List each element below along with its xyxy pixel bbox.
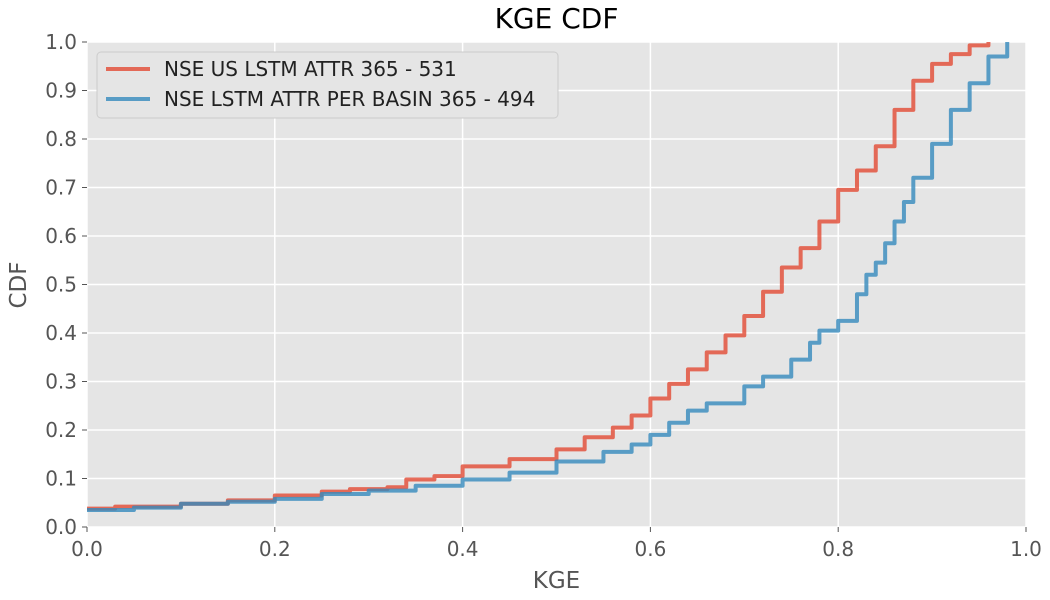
series-layer — [87, 42, 1010, 513]
y-tick-label: 0.1 — [45, 467, 77, 491]
x-tick-label: 1.0 — [1010, 537, 1042, 561]
x-tick-label: 0.8 — [822, 537, 854, 561]
chart-title: KGE CDF — [495, 2, 619, 35]
x-axis-title: KGE — [533, 568, 580, 594]
grid-lines — [86, 41, 1027, 528]
y-axis-title: CDF — [6, 262, 32, 309]
y-tick-label: 0.5 — [45, 273, 77, 297]
x-axis-ticks: 0.0 0.2 0.4 0.6 0.8 1.0 — [71, 527, 1042, 561]
x-tick-label: 0.2 — [259, 537, 291, 561]
y-tick-label: 0.6 — [45, 224, 77, 248]
y-tick-label: 0.8 — [45, 127, 77, 151]
legend-label-series-1: NSE US LSTM ATTR 365 - 531 — [164, 57, 457, 81]
series-1-line — [87, 42, 991, 511]
legend-box — [96, 51, 559, 119]
y-tick-label: 0.9 — [45, 79, 77, 103]
x-tick-label: 0.4 — [447, 537, 479, 561]
x-tick-label: 0.0 — [71, 537, 103, 561]
y-tick-label: 0.4 — [45, 321, 77, 345]
x-tick-label: 0.6 — [634, 537, 666, 561]
series-2-line — [87, 42, 1010, 513]
legend: NSE US LSTM ATTR 365 - 531 NSE LSTM ATTR… — [96, 51, 559, 119]
y-tick-label: 1.0 — [45, 30, 77, 54]
y-axis-ticks: 0.0 0.1 0.2 0.3 0.4 0.5 0.6 0.7 0.8 0.9 1.0 — [45, 30, 87, 539]
y-tick-label: 0.0 — [45, 515, 77, 539]
legend-label-series-2: NSE LSTM ATTR PER BASIN 365 - 494 — [164, 87, 535, 111]
y-tick-label: 0.7 — [45, 176, 77, 200]
y-tick-label: 0.3 — [45, 370, 77, 394]
y-tick-label: 0.2 — [45, 418, 77, 442]
